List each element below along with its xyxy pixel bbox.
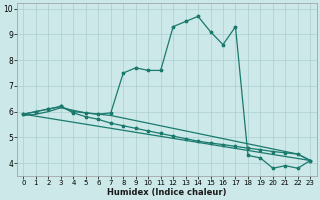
X-axis label: Humidex (Indice chaleur): Humidex (Indice chaleur) <box>107 188 227 197</box>
